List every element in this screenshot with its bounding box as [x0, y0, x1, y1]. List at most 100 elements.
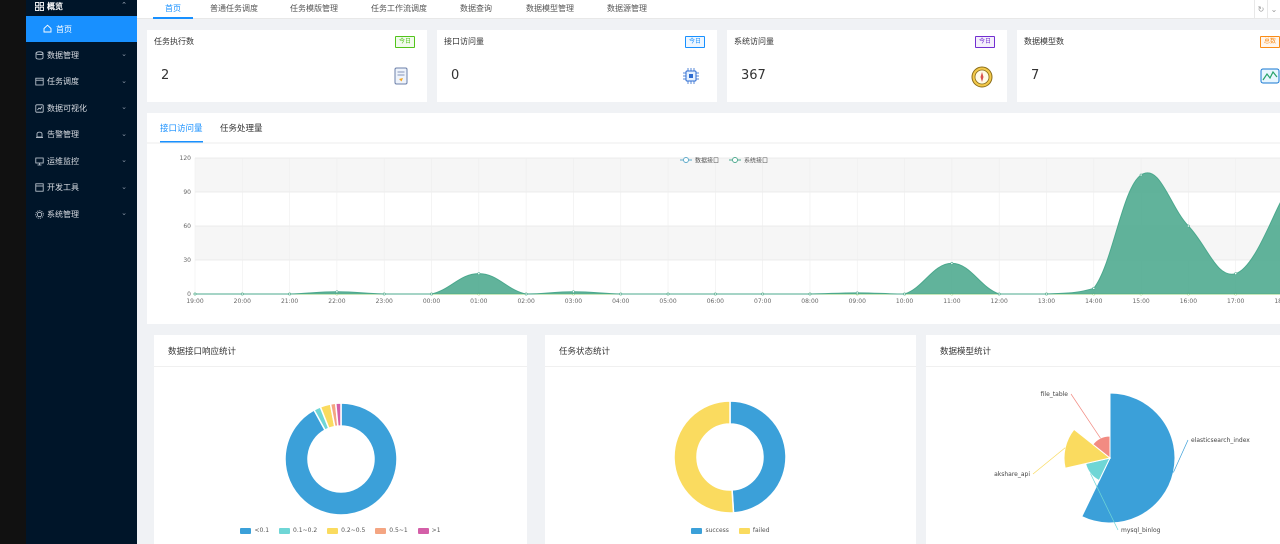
- sidebar-item-ops-monitor[interactable]: 运维监控 ⌄: [26, 148, 137, 175]
- task-doc-icon: [391, 66, 411, 86]
- chevron-down-icon[interactable]: ⌄: [1267, 0, 1280, 19]
- pie-slice: [729, 400, 787, 514]
- tab-task-schedule[interactable]: 普通任务调度: [210, 4, 258, 13]
- data-point: [382, 292, 386, 296]
- sidebar-item-label: 任务调度: [47, 77, 79, 87]
- sidebar-item-home[interactable]: 首页: [26, 16, 137, 42]
- legend: <0.1 0.1~0.2 0.2~0.5 0.5~1 >1: [154, 527, 527, 534]
- rose-slice: [1092, 435, 1111, 460]
- data-point: [572, 290, 575, 294]
- chevron-up-icon: ⌃: [121, 1, 127, 9]
- sidebar-item-task-schedule[interactable]: 任务调度 ⌄: [26, 69, 137, 96]
- api-response-donut: [284, 402, 398, 516]
- card-title: 数据模型统计: [940, 347, 992, 357]
- tab-workflow[interactable]: 任务工作流调度: [371, 4, 427, 13]
- legend-swatch: [240, 527, 252, 534]
- x-tick-label: 04:00: [612, 298, 629, 305]
- alarm-icon: [34, 130, 44, 140]
- sidebar-item-dev-tools[interactable]: 开发工具 ⌄: [26, 175, 137, 202]
- x-tick-label: 12:00: [991, 298, 1008, 305]
- grid-band: [195, 158, 1280, 192]
- x-tick-label: 21:00: [281, 298, 298, 305]
- schedule-icon: [34, 77, 44, 87]
- x-tick-label: 23:00: [376, 298, 393, 305]
- sidebar-item-data-management[interactable]: 数据管理 ⌄: [26, 42, 137, 69]
- data-point: [477, 272, 481, 276]
- grid-band: [195, 226, 1280, 260]
- rose-slice: [1081, 392, 1176, 524]
- legend-label: 0.2~0.5: [341, 527, 366, 534]
- chevron-down-icon: ⌄: [121, 76, 127, 85]
- x-tick-label: 09:00: [849, 298, 866, 305]
- tab-data-source[interactable]: 数据源管理: [607, 4, 647, 13]
- task-status-card: 任务状态统计 success failed: [545, 335, 916, 544]
- chevron-down-icon: ⌄: [121, 129, 127, 138]
- legend-item[interactable]: 0.5~1: [375, 527, 408, 534]
- chart-tab-api-visits[interactable]: 接口访问量: [160, 122, 203, 143]
- divider: [154, 366, 527, 367]
- legend-item[interactable]: success: [691, 527, 729, 534]
- x-tick-label: 00:00: [423, 298, 440, 305]
- tab-data-query[interactable]: 数据查询: [460, 4, 492, 13]
- stat-card-tasks: 任务执行数 今日 2: [147, 30, 427, 102]
- tool-icon: [34, 183, 44, 193]
- rose-slice: [1063, 428, 1112, 469]
- legend-item[interactable]: <0.1: [240, 527, 269, 534]
- data-point: [335, 290, 339, 294]
- data-point: [240, 292, 244, 296]
- slice-label: mysql_binlog: [1121, 527, 1161, 534]
- sidebar-item-system-management[interactable]: 系统管理 ⌄: [26, 201, 137, 228]
- grid-icon: [34, 1, 44, 11]
- legend-item[interactable]: failed: [738, 527, 770, 534]
- label-line: [1070, 393, 1101, 439]
- sidebar-item-label: 首页: [56, 24, 72, 34]
- x-tick-label: 02:00: [517, 298, 534, 305]
- chevron-down-icon: ⌄: [121, 182, 127, 191]
- x-tick-label: 10:00: [896, 298, 913, 305]
- legend-label: 0.5~1: [389, 527, 408, 534]
- sidebar-item-label: 数据可视化: [47, 103, 87, 113]
- pie-slice: [334, 402, 342, 427]
- legend-item[interactable]: 0.1~0.2: [279, 527, 317, 534]
- legend-label[interactable]: 系统接口: [744, 157, 768, 165]
- sidebar: 概览 ⌃ 首页 数据管理 ⌄ 任务调度 ⌄ 数据可视化 ⌄ 告警管理 ⌄ 运维监控 ⌄ 开发工具 ⌄ 系…: [26, 0, 137, 544]
- tab-home[interactable]: 首页: [153, 2, 193, 19]
- x-tick-label: 22:00: [328, 298, 345, 305]
- chip-icon: [681, 66, 701, 86]
- label-line: [1173, 439, 1189, 473]
- legend-marker: [683, 157, 689, 163]
- data-point: [997, 292, 1001, 296]
- chevron-down-icon: ⌄: [121, 103, 127, 112]
- chart-tab-task-processing[interactable]: 任务处理量: [220, 124, 263, 134]
- data-point: [1139, 173, 1143, 177]
- series-area-1: [195, 172, 1280, 294]
- sidebar-item-alarm-management[interactable]: 告警管理 ⌄: [26, 122, 137, 149]
- stat-card-data-models: 数据模型数 总数 7: [1017, 30, 1280, 102]
- data-point: [855, 291, 859, 295]
- x-tick-label: 20:00: [234, 298, 251, 305]
- refresh-icon[interactable]: ↻: [1254, 0, 1267, 19]
- x-tick-label: 15:00: [1132, 298, 1149, 305]
- sidebar-item-overview[interactable]: 概览 ⌃: [26, 0, 137, 16]
- y-tick-label: 120: [180, 155, 192, 162]
- card-title: 任务状态统计: [559, 347, 611, 357]
- sidebar-item-data-visualization[interactable]: 数据可视化 ⌄: [26, 95, 137, 122]
- stat-badge: 总数: [1259, 36, 1280, 48]
- tab-data-model[interactable]: 数据模型管理: [526, 4, 574, 13]
- legend-item[interactable]: >1: [417, 527, 441, 534]
- y-tick-label: 0: [187, 291, 191, 298]
- legend-label[interactable]: 数据接口: [695, 157, 719, 165]
- home-icon: [43, 24, 53, 34]
- stat-value: 2: [161, 68, 170, 83]
- legend-label: 0.1~0.2: [293, 527, 318, 534]
- data-point: [1092, 286, 1096, 290]
- x-tick-label: 17:00: [1227, 298, 1244, 305]
- stat-card-api-visits: 接口访问量 今日 0: [437, 30, 717, 102]
- legend-item[interactable]: 0.2~0.5: [327, 527, 365, 534]
- compass-icon: [971, 66, 993, 88]
- data-point: [761, 292, 765, 296]
- sidebar-item-label: 系统管理: [47, 209, 79, 219]
- data-point: [903, 292, 906, 296]
- tab-task-template[interactable]: 任务模版管理: [290, 4, 338, 13]
- data-point: [666, 292, 670, 296]
